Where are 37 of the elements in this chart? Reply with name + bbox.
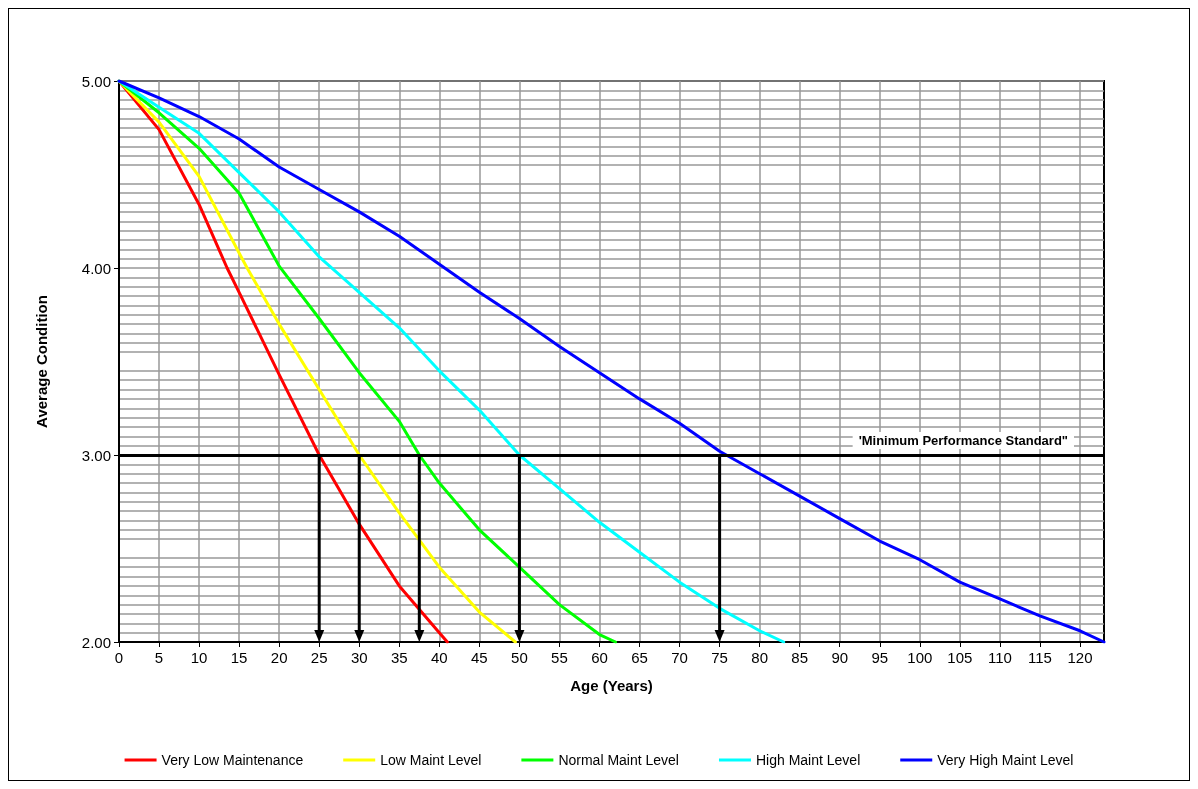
x-tick-label: 0 — [114, 649, 124, 666]
x-tick-label: 50 — [511, 649, 528, 666]
x-tick-label: 40 — [430, 649, 448, 666]
x-axis-title: Age (Years) — [570, 677, 653, 694]
x-tick-label: 90 — [831, 649, 849, 666]
x-tick-label: 20 — [270, 649, 288, 666]
legend-label: Very Low Maintenance — [161, 752, 304, 768]
y-tick-label: 4.00 — [81, 259, 111, 277]
legend-label: Very High Maint Level — [937, 752, 1074, 768]
y-axis-title: Average Condition — [33, 295, 50, 428]
x-tick-label: 100 — [907, 649, 933, 666]
x-tick-label: 70 — [671, 649, 688, 666]
x-tick-label: 35 — [390, 649, 408, 666]
x-tick-label: 75 — [711, 649, 728, 666]
x-tick-label: 115 — [1027, 649, 1052, 666]
x-tick-label: 110 — [987, 649, 1012, 666]
x-tick-label: 10 — [190, 649, 208, 666]
x-tick-label: 95 — [871, 649, 889, 666]
x-tick-label: 85 — [791, 649, 809, 666]
x-tick-label: 65 — [631, 649, 648, 666]
y-tick-label: 2.00 — [81, 633, 111, 651]
ref-line-label: 'Minimum Performance Standard" — [858, 433, 1068, 448]
x-tick-label: 45 — [471, 649, 488, 666]
y-tick-label: 3.00 — [81, 446, 111, 464]
x-tick-label: 15 — [230, 649, 248, 666]
x-tick-label: 80 — [751, 649, 768, 666]
y-tick-label: 5.00 — [81, 72, 111, 90]
x-tick-label: 60 — [591, 649, 608, 666]
x-tick-label: 55 — [551, 649, 568, 666]
x-tick-label: 5 — [154, 649, 164, 666]
x-tick-label: 30 — [350, 649, 368, 666]
x-tick-label: 120 — [1067, 649, 1093, 666]
x-tick-label: 25 — [310, 649, 328, 666]
legend-label: Normal Maint Level — [558, 752, 679, 768]
legend-label: High Maint Level — [755, 752, 861, 768]
legend-label: Low Maint Level — [380, 752, 482, 768]
x-tick-label: 105 — [947, 649, 973, 666]
